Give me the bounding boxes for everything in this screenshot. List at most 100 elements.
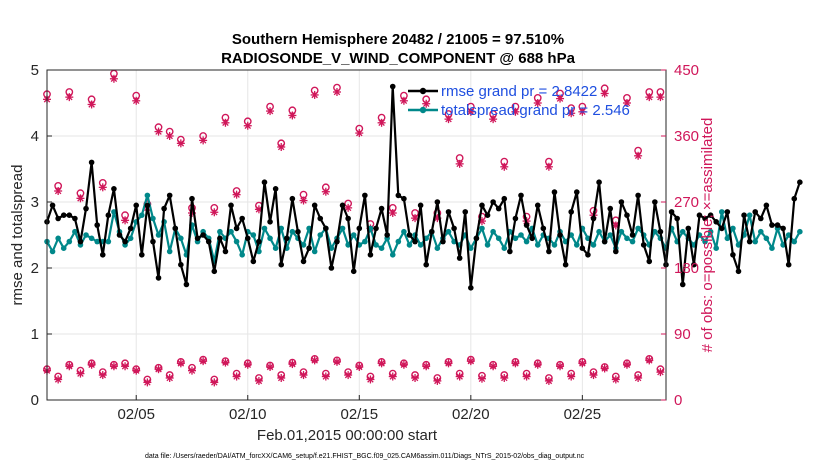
obs-assimilated-marker	[344, 371, 353, 380]
asterisk-stroke	[389, 373, 397, 380]
spread-point	[417, 242, 424, 248]
spread-point	[250, 232, 257, 238]
chart-title-line2: RADIOSONDE_V_WIND_COMPONENT @ 688 hPa	[221, 50, 576, 67]
rmse-point	[573, 189, 580, 195]
spread-point	[144, 192, 151, 199]
spread-point	[228, 228, 234, 235]
data-file-footnote: data file: /Users/raeder/DAI/ATM_forcXX/…	[145, 453, 585, 460]
obs-assimilated-marker	[522, 372, 531, 381]
asterisk-stroke	[512, 108, 519, 116]
rmse-point	[774, 222, 781, 228]
rmse-point	[133, 202, 140, 209]
rmse-point	[702, 215, 708, 222]
rmse-point	[691, 261, 697, 268]
obs-assimilated-marker	[622, 360, 631, 369]
spread-point	[746, 212, 753, 218]
obs-assimilated-marker	[477, 374, 486, 383]
spread-point	[618, 228, 625, 235]
rmse-point	[178, 261, 184, 268]
rmse-point	[551, 189, 558, 195]
asterisk-stroke	[88, 101, 95, 108]
rmse-point	[557, 232, 563, 238]
left-tick-label: 1	[31, 326, 39, 343]
legend: rmse grand pr = 2.8422 totalspread grand…	[408, 83, 630, 119]
rmse-point	[306, 245, 312, 251]
asterisk-stroke	[88, 361, 95, 369]
rmse-point	[384, 232, 390, 238]
obs-assimilated-marker	[210, 378, 219, 387]
spread-point	[607, 232, 614, 238]
obs-assimilated-marker	[288, 360, 297, 369]
asterisk-stroke	[199, 357, 207, 365]
asterisk-stroke	[612, 222, 620, 229]
rmse-point	[200, 232, 206, 238]
rmse-point	[378, 205, 385, 212]
spread-point	[534, 242, 541, 248]
spread-point	[105, 238, 112, 245]
asterisk-stroke	[623, 361, 631, 369]
rmse-point	[763, 202, 770, 209]
rmse-point	[155, 275, 162, 281]
obs-assimilated-marker	[411, 374, 420, 382]
asterisk-stroke	[579, 360, 586, 367]
obs-assimilated-marker	[544, 162, 553, 171]
rmse-point	[278, 261, 285, 268]
rmse-point	[88, 159, 95, 166]
spread-point	[479, 225, 485, 232]
asterisk-stroke	[567, 110, 575, 117]
rmse-point	[468, 285, 474, 291]
asterisk-stroke	[634, 374, 642, 382]
rmse-point	[233, 225, 240, 232]
obs-assimilated-marker	[556, 94, 565, 103]
asterisk-stroke	[255, 377, 263, 385]
rmse-point	[250, 258, 257, 265]
asterisk-stroke	[188, 367, 196, 374]
asterisk-stroke	[545, 163, 553, 171]
spread-point	[362, 238, 368, 245]
obs-assimilated-marker	[600, 89, 609, 98]
rmse-point	[94, 222, 100, 228]
obs-assimilated-marker	[433, 376, 442, 385]
asterisk-stroke	[545, 377, 553, 385]
spread-point	[713, 245, 719, 251]
rmse-point	[49, 202, 56, 209]
right-axis-ticks: 0 90 180 270 360 450	[661, 62, 699, 409]
rmse-point	[440, 238, 446, 245]
rmse-point	[635, 192, 641, 199]
spread-point	[350, 232, 357, 238]
x-tick-label: 02/05	[117, 406, 155, 423]
rmse-point	[139, 252, 145, 258]
obs-assimilated-marker	[500, 374, 509, 382]
obs-assimilated-marker	[243, 121, 252, 130]
obs-assimilated-marker	[321, 187, 330, 196]
obs-assimilated-marker	[65, 362, 74, 371]
asterisk-stroke	[489, 115, 497, 123]
asterisk-stroke	[222, 119, 229, 127]
obs-assimilated-marker	[54, 187, 63, 195]
obs-assimilated-marker	[511, 107, 520, 116]
rmse-point	[540, 225, 547, 232]
obs-assimilated-marker	[388, 372, 397, 381]
rmse-point	[144, 202, 151, 209]
asterisk-stroke	[467, 108, 475, 116]
asterisk-stroke	[99, 371, 107, 379]
rmse-point	[585, 252, 591, 258]
asterisk-stroke	[556, 363, 564, 370]
obs-assimilated-marker	[332, 88, 341, 96]
obs-assimilated-marker	[98, 371, 107, 380]
spread-point	[791, 238, 798, 245]
chart-title-line1: Southern Hemisphere 20482 / 21005 = 97.5…	[232, 31, 564, 48]
rmse-point	[568, 209, 574, 215]
spread-point	[501, 245, 508, 251]
legend-spread-label: totalspread grand pr = 2.546	[441, 102, 630, 119]
asterisk-stroke	[277, 374, 285, 382]
rmse-point	[679, 281, 686, 288]
rmse-point	[730, 252, 736, 258]
asterisk-stroke	[623, 99, 631, 107]
asterisk-stroke	[266, 107, 274, 115]
asterisk-stroke	[523, 373, 530, 380]
obs-assimilated-marker	[176, 359, 185, 368]
obs-assimilated-marker	[54, 375, 63, 384]
asterisk-stroke	[244, 361, 252, 369]
asterisk-stroke	[467, 357, 475, 365]
